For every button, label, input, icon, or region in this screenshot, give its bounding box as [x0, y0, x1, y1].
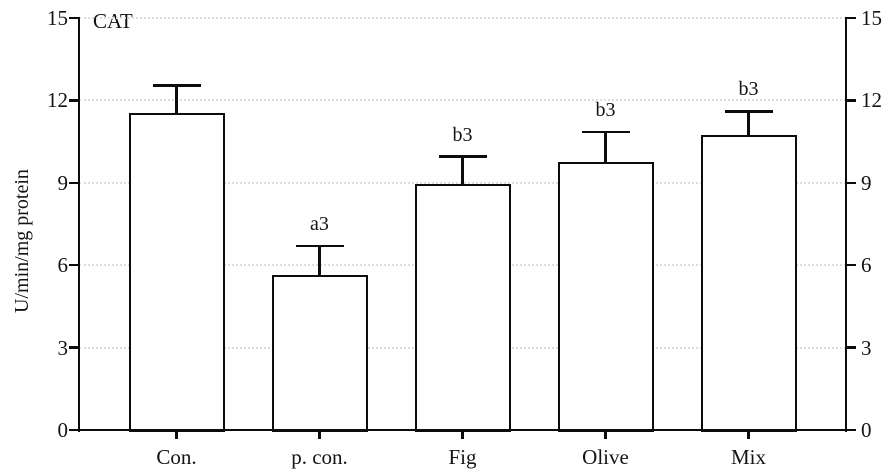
y-tick-label-right-12: 12 — [861, 88, 882, 113]
y-tick-label-right-15: 15 — [861, 6, 882, 30]
error-bar-cap — [295, 244, 344, 248]
y-tick-left — [68, 181, 78, 185]
bar-annotation-p. con.: a3 — [310, 212, 329, 235]
bar-Mix — [700, 134, 797, 433]
x-tick — [604, 431, 607, 440]
error-bar-stem — [604, 131, 607, 163]
error-bar-stem — [461, 156, 464, 185]
bar-annotation-Fig: b3 — [452, 123, 473, 146]
bar-Fig — [414, 184, 511, 433]
y-tick-label-left-6: 6 — [57, 253, 69, 278]
error-bar-stem — [175, 85, 178, 113]
y-tick-label-left-15: 15 — [47, 6, 68, 30]
y-tick-left — [68, 428, 78, 432]
x-tick-label-Fig: Fig — [448, 445, 477, 469]
y-axis-right — [844, 16, 848, 432]
y-tick-left — [68, 16, 78, 20]
bar-annotation-Mix: b3 — [738, 78, 759, 101]
y-tick-right — [847, 428, 857, 432]
x-tick — [747, 431, 750, 440]
bar-Olive — [557, 162, 654, 433]
gridline-12 — [79, 99, 846, 102]
error-bar-cap — [152, 84, 201, 87]
y-tick-left — [68, 99, 78, 102]
error-bar-cap — [438, 155, 487, 158]
error-bar-stem — [747, 111, 750, 135]
x-axis — [77, 428, 848, 432]
x-tick — [461, 431, 464, 440]
y-tick-left — [68, 263, 78, 267]
y-axis-left — [77, 16, 81, 432]
y-tick-label-left-9: 9 — [57, 170, 69, 195]
y-tick-right — [847, 263, 857, 267]
bar-annotation-Olive: b3 — [595, 98, 616, 121]
x-tick — [175, 431, 178, 440]
bar-p. con. — [271, 274, 368, 433]
y-tick-label-left-0: 0 — [57, 418, 69, 442]
y-tick-right — [847, 16, 857, 20]
chart-title: CAT — [93, 9, 133, 33]
y-tick-label-right-0: 0 — [861, 418, 872, 442]
error-bar-stem — [318, 245, 321, 275]
gridline-15 — [79, 17, 846, 19]
x-tick-label-p. con.: p. con. — [291, 445, 348, 469]
y-tick-label-right-9: 9 — [861, 170, 872, 195]
error-bar-cap — [724, 110, 773, 113]
x-tick — [318, 431, 321, 440]
y-tick-label-left-12: 12 — [47, 88, 68, 113]
x-tick-label-Con.: Con. — [156, 445, 197, 469]
x-tick-label-Mix: Mix — [730, 445, 766, 469]
y-tick-right — [847, 181, 857, 185]
y-tick-left — [68, 346, 78, 349]
y-tick-label-left-3: 3 — [57, 335, 69, 360]
bar-Con. — [128, 112, 225, 433]
y-tick-right — [847, 99, 857, 102]
y-tick-label-right-3: 3 — [861, 335, 872, 360]
x-tick-label-Olive: Olive — [582, 445, 629, 469]
error-bar-cap — [581, 130, 630, 134]
y-tick-right — [847, 346, 857, 349]
y-tick-label-right-6: 6 — [861, 253, 872, 278]
